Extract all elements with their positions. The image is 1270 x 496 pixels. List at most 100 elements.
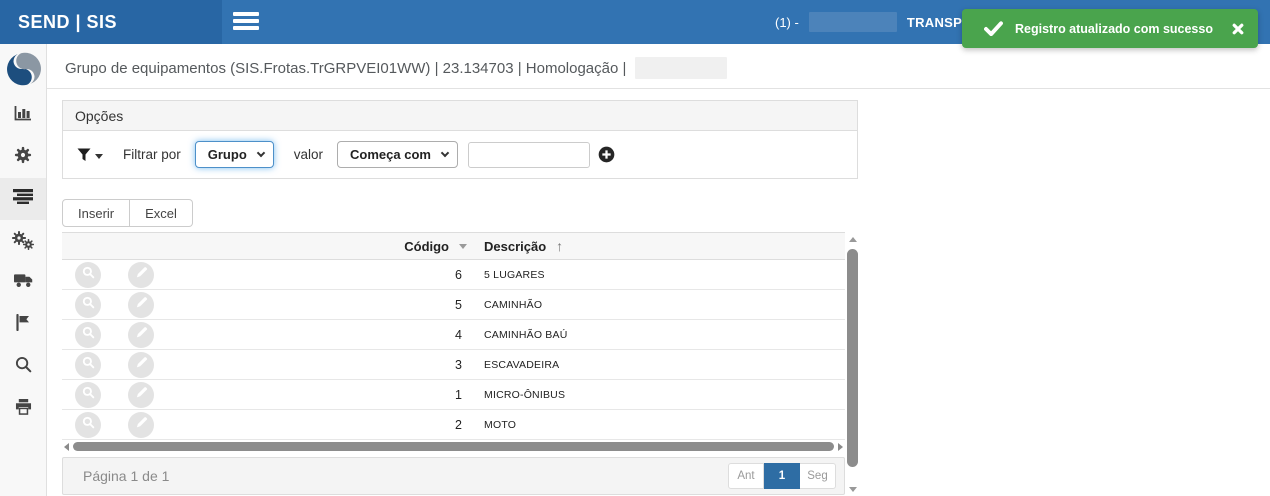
grid-footer: Página 1 de 1 Ant 1 Seg [62,457,845,495]
bar-chart-icon [14,105,32,126]
row-actions-cell [62,351,362,378]
view-row-button[interactable] [75,351,101,378]
sidebar-item-fleet[interactable] [0,262,46,304]
view-row-button[interactable] [75,261,101,288]
codigo-cell: 4 [455,327,462,342]
codigo-cell: 3 [455,357,462,372]
grid-body: 6 5 LUGARES 5 CAMINHÃO [62,260,845,440]
data-grid: Código Descrição ↑ [62,232,845,495]
horizontal-scrollbar[interactable] [62,441,845,453]
descricao-cell: MICRO-ÔNIBUS [484,388,566,401]
edit-row-button[interactable] [128,291,154,318]
printer-icon [15,398,32,420]
cogs-icon [12,231,34,251]
codigo-header-label: Código [404,238,449,254]
view-row-button[interactable] [75,381,101,408]
filter-operator-select[interactable]: Começa com [337,141,459,168]
edit-row-button[interactable] [128,261,154,288]
pagination-prev-button[interactable]: Ant [728,463,764,489]
gear-icon [14,146,32,169]
sidebar-item-settings[interactable] [0,136,46,178]
table-row: 4 CAMINHÃO BAÚ [62,320,845,350]
menu-list-icon [13,189,33,209]
grid-header-row: Código Descrição ↑ [62,232,845,260]
magnifier-icon [82,296,95,314]
app-logo[interactable] [0,44,47,94]
row-actions-cell [62,291,362,318]
table-row: 3 ESCAVADEIRA [62,350,845,380]
sidebar-item-processes[interactable] [0,220,46,262]
descricao-header-label: Descrição [484,238,547,254]
magnifier-icon [82,386,95,404]
insert-button[interactable]: Inserir [62,199,131,227]
horizontal-scroll-thumb[interactable] [73,442,834,451]
table-row: 2 MOTO [62,410,845,440]
title-divider [47,88,1270,89]
page-info: Página 1 de 1 [83,468,170,484]
filter-operator-select-wrap: Começa com [337,141,459,168]
pencil-icon [135,266,148,284]
row-actions-cell [62,321,362,348]
pencil-icon [135,296,148,314]
plus-circle-icon[interactable] [598,146,615,163]
scroll-left-arrow-icon[interactable] [64,443,69,451]
table-row: 1 MICRO-ÔNIBUS [62,380,845,410]
scroll-right-arrow-icon[interactable] [838,443,843,451]
grid-header-descricao[interactable]: Descrição ↑ [467,238,845,254]
filter-field-select[interactable]: Grupo [194,141,274,168]
view-row-button[interactable] [75,291,101,318]
magnifier-icon [82,266,95,284]
descricao-cell: CAMINHÃO [484,298,543,311]
magnifier-icon [82,416,95,434]
vertical-scrollbar[interactable] [846,235,860,494]
filter-funnel-icon[interactable] [77,148,103,162]
descricao-cell: ESCAVADEIRA [484,358,560,371]
table-row: 6 5 LUGARES [62,260,845,290]
row-actions-cell [62,381,362,408]
codigo-cell: 5 [455,297,462,312]
sidebar-item-bar-chart[interactable] [0,94,46,136]
edit-row-button[interactable] [128,351,154,378]
sidebar-item-flags[interactable] [0,304,46,346]
sidebar [0,44,47,496]
descricao-cell: CAMINHÃO BAÚ [484,328,568,341]
pagination: Ant 1 Seg [728,463,836,489]
row-actions-cell [62,411,362,438]
edit-row-button[interactable] [128,411,154,438]
scroll-down-arrow-icon[interactable] [849,487,857,492]
value-label: valor [293,147,324,162]
descricao-cell: 5 LUGARES [484,268,545,281]
excel-button[interactable]: Excel [130,199,193,227]
view-row-button[interactable] [75,411,101,438]
magnifier-icon [82,356,95,374]
pencil-icon [135,386,148,404]
scroll-up-arrow-icon[interactable] [849,237,857,242]
sidebar-item-search[interactable] [0,346,46,388]
hamburger-menu-icon[interactable] [233,12,259,32]
filter-by-label: Filtrar por [123,147,181,162]
search-icon [15,356,32,378]
close-icon[interactable] [1232,23,1244,35]
sidebar-item-records[interactable] [0,178,46,220]
header-context-prefix: (1) - [775,14,799,30]
options-panel: Opções Filtrar por Grupo valor Começa co… [62,100,858,179]
header-context: (1) - TRANSPORT [775,0,990,44]
filter-field-select-wrap: Grupo [194,141,274,168]
row-actions-cell [62,261,362,288]
pagination-page-1-button[interactable]: 1 [764,463,800,489]
sidebar-item-print[interactable] [0,388,46,430]
page-title-text: Grupo de equipamentos (SIS.Frotas.TrGRPV… [65,59,627,77]
pencil-icon [135,356,148,374]
view-row-button[interactable] [75,321,101,348]
descricao-cell: MOTO [484,418,517,431]
edit-row-button[interactable] [128,321,154,348]
filter-value-input[interactable] [468,141,591,168]
app-brand: SEND | SIS [0,0,222,44]
grid-header-codigo[interactable]: Código [362,239,467,254]
vertical-scroll-thumb[interactable] [847,249,858,467]
pagination-next-button[interactable]: Seg [800,463,836,489]
edit-row-button[interactable] [128,381,154,408]
check-icon [984,21,1003,36]
flag-icon [15,313,31,336]
success-toast: Registro atualizado com sucesso [962,9,1258,48]
